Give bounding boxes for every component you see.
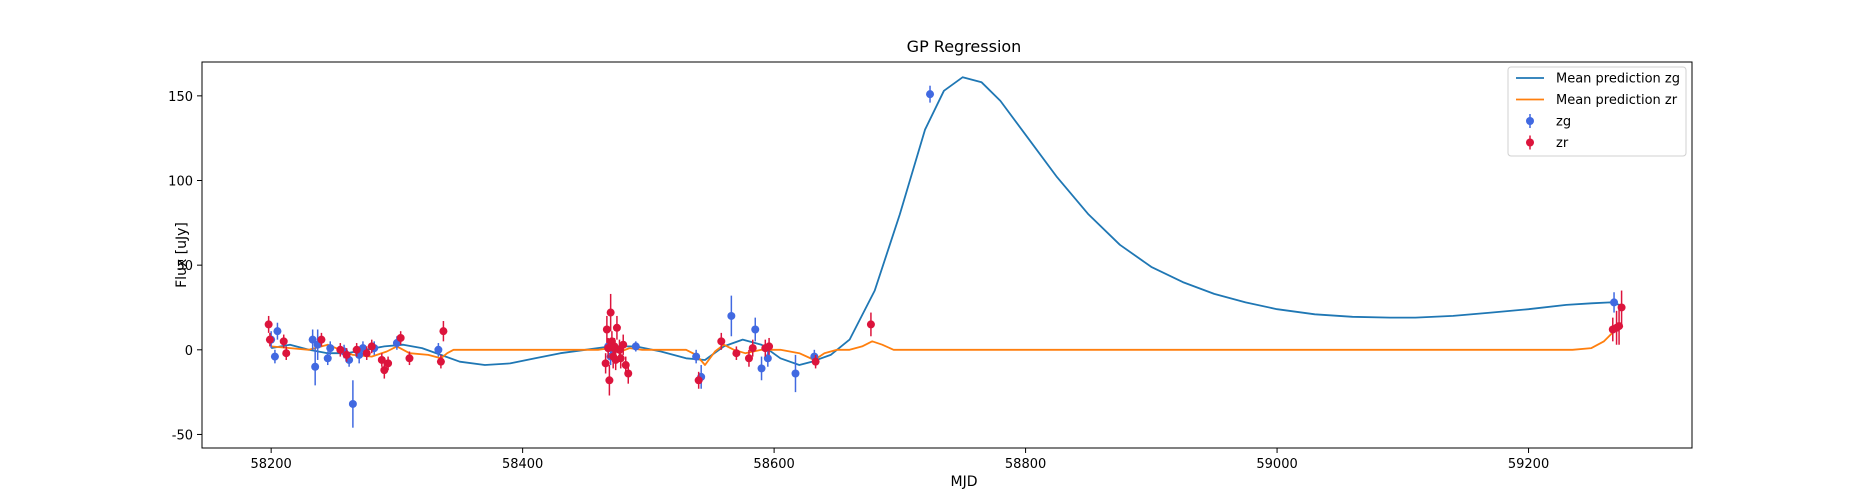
plot-area: 58200 58400 58600 58800 59000 59200 -50 0 50 100…: [168, 61, 1693, 472]
legend-marker-swatch: [1526, 117, 1534, 125]
data-point-zr: [748, 344, 757, 353]
data-point-zg: [323, 354, 332, 363]
data-point-zr: [612, 323, 621, 332]
data-point-zr: [264, 320, 273, 329]
x-tick-label: 59000: [1256, 457, 1297, 472]
x-tick-label: 58400: [502, 457, 543, 472]
data-point-zr: [265, 335, 274, 344]
data-point-zg: [326, 344, 335, 353]
data-point-zg: [348, 399, 357, 408]
data-point-zg: [692, 352, 701, 361]
data-point-zr: [352, 345, 361, 354]
data-point-zr: [602, 325, 611, 334]
y-tick-label: 100: [168, 175, 193, 190]
y-tick-label: -50: [172, 428, 193, 443]
data-point-zg: [308, 335, 317, 344]
y-axis-ticks: -50 0 50 100 150: [168, 90, 202, 443]
x-tick-label: 58200: [250, 457, 291, 472]
data-point-zr: [606, 308, 615, 317]
data-point-zg: [791, 369, 800, 378]
x-axis-label: MJD: [951, 474, 978, 490]
data-point-zg: [631, 342, 640, 351]
data-point-zr: [396, 333, 405, 342]
mean-prediction-lines: [271, 76, 1624, 366]
data-point-zr: [605, 376, 614, 385]
data-point-zr: [439, 327, 448, 336]
legend-label: zg: [1556, 115, 1571, 130]
data-point-zg: [1610, 298, 1619, 307]
data-point-zr: [717, 337, 726, 346]
plot-frame: [201, 61, 1693, 449]
legend-label: Mean prediction zg: [1556, 72, 1680, 87]
data-point-zg: [926, 90, 935, 99]
chart-title: GP Regression: [907, 37, 1022, 56]
data-point-zg: [311, 362, 320, 371]
legend-label: zr: [1556, 136, 1569, 151]
legend-marker-swatch: [1526, 138, 1534, 147]
data-point-zr: [1617, 303, 1626, 312]
data-point-zr: [336, 345, 345, 354]
legend-label: Mean prediction zr: [1556, 93, 1678, 108]
data-point-zr: [282, 349, 291, 358]
data-point-zr: [616, 354, 625, 363]
data-point-zr: [619, 340, 628, 349]
data-point-zr: [811, 357, 820, 366]
data-point-zg: [751, 325, 760, 334]
x-tick-label: 58800: [1005, 457, 1046, 472]
data-point-zr: [732, 349, 741, 358]
series-line-mean-prediction-zr: [271, 325, 1624, 366]
data-point-zr: [436, 357, 445, 366]
data-point-zr: [362, 349, 371, 358]
observation-points: [264, 85, 1626, 428]
data-point-zr: [601, 359, 610, 368]
data-point-zr: [317, 335, 326, 344]
data-point-zr: [624, 369, 633, 378]
y-axis-label: Flux [uJy]: [174, 222, 190, 288]
data-point-zr: [744, 354, 753, 363]
data-point-zr: [604, 344, 613, 353]
x-tick-label: 58600: [753, 457, 794, 472]
data-point-zr: [694, 376, 703, 385]
x-axis-ticks: 58200 58400 58600 58800 59000 59200: [250, 448, 1549, 472]
data-point-zr: [380, 366, 389, 375]
data-point-zg: [757, 364, 766, 373]
legend-frame: [1507, 66, 1687, 157]
x-tick-label: 59200: [1508, 457, 1549, 472]
data-point-zr: [367, 342, 376, 351]
y-tick-label: 0: [185, 344, 193, 359]
y-tick-label: 150: [168, 90, 193, 105]
y-tick-label: 50: [176, 259, 193, 274]
data-point-zr: [866, 320, 875, 329]
data-point-zr: [405, 354, 414, 363]
data-point-zr: [384, 359, 393, 368]
data-point-zg: [270, 352, 279, 361]
data-point-zg: [727, 311, 736, 320]
data-point-zr: [279, 337, 288, 346]
legend: Mean prediction zg Mean prediction zr zg zr: [1507, 66, 1687, 157]
data-point-zr: [765, 342, 774, 351]
data-point-zg: [273, 327, 282, 336]
data-point-zr: [342, 350, 351, 359]
data-point-zg: [434, 345, 443, 354]
